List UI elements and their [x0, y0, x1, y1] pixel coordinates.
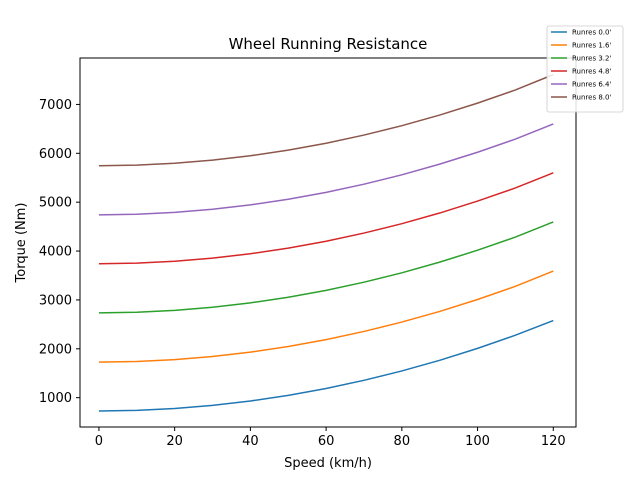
y-tick-label: 7000	[39, 98, 72, 113]
series-line-3	[98, 172, 554, 265]
y-tick-label: 4000	[39, 245, 72, 260]
x-tick-label: 60	[318, 434, 335, 449]
x-tick-label: 40	[242, 434, 259, 449]
legend: Runres 0.0' Runres 1.6' Runres 3.2' Runres …	[546, 25, 624, 113]
legend-label-1: Runres 1.6'	[572, 42, 611, 50]
chart-title: Wheel Running Resistance	[229, 35, 428, 53]
y-axis-label: Torque (Nm)	[14, 203, 29, 284]
legend-label-3: Runres 4.8'	[572, 68, 611, 76]
series-line-4	[98, 123, 554, 216]
series-line-0	[98, 319, 554, 412]
legend-label-4: Runres 6.4'	[572, 81, 611, 89]
x-tick-label: 80	[394, 434, 411, 449]
plot-frame	[79, 57, 577, 428]
x-tick-label: 0	[95, 434, 103, 449]
legend-label-0: Runres 0.0'	[572, 29, 611, 37]
legend-label-5: Runres 8.0'	[572, 94, 611, 102]
series-line-5	[98, 73, 554, 167]
y-tick-label: 5000	[39, 196, 72, 211]
y-tick-label: 1000	[39, 391, 72, 406]
plot-area	[98, 73, 554, 412]
series-line-2	[98, 221, 554, 314]
series-line-1	[98, 270, 554, 363]
x-tick-label: 120	[541, 434, 566, 449]
legend-label-2: Runres 3.2'	[572, 55, 611, 63]
x-tick-label: 100	[465, 434, 490, 449]
y-tick-label: 3000	[39, 293, 72, 308]
x-tick-label: 20	[166, 434, 183, 449]
y-tick-label: 6000	[39, 147, 72, 162]
x-axis-label: Speed (km/h)	[284, 456, 372, 471]
y-tick-label: 2000	[39, 342, 72, 357]
legend-box	[546, 25, 624, 113]
axes: 0 20 40 60 80 100 120 1000 2000 3000 4000 5000 6000 7…	[39, 57, 577, 449]
